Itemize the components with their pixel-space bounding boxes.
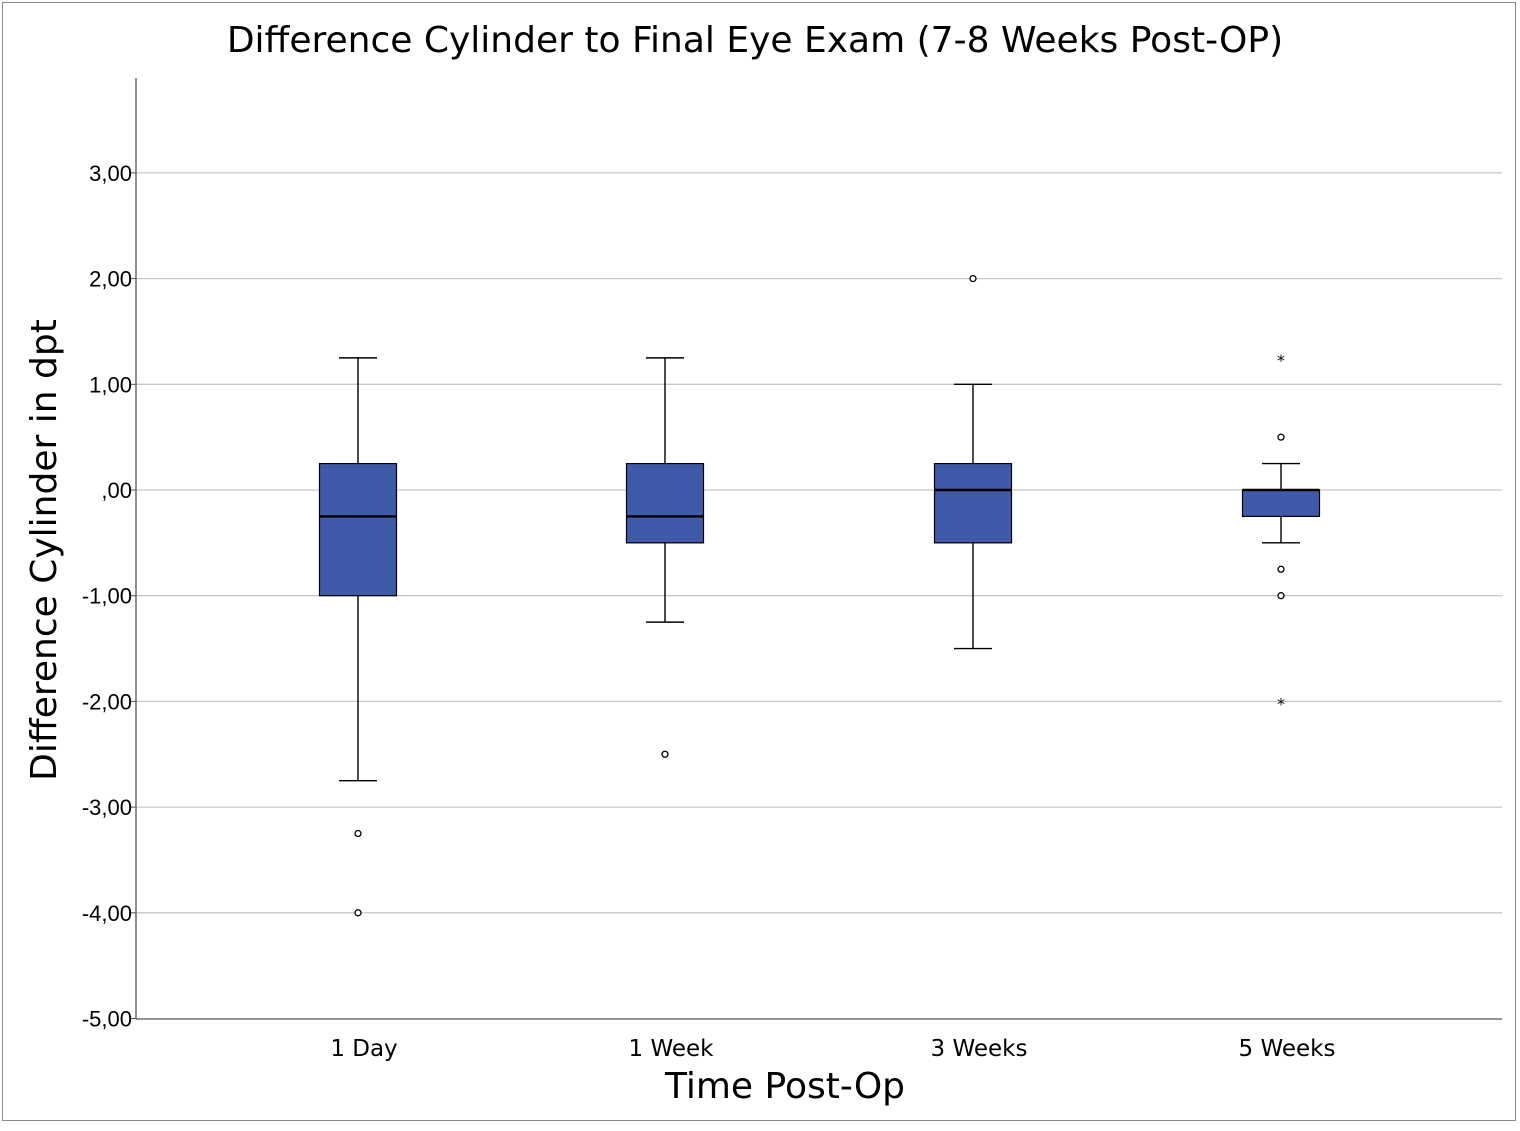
axes (130, 78, 1502, 1020)
outlier-point (661, 750, 669, 758)
outlier-point (354, 829, 362, 838)
y-tick-label: -2,00 (82, 689, 132, 714)
box-group: ** (1241, 351, 1321, 713)
x-category-labels: 1 Day 1 Week 3 Weeks 5 Weeks (330, 1036, 1335, 1062)
x-category-label: 3 Weeks (931, 1036, 1028, 1062)
y-tick-labels: 3,00 2,00 1,00 ,00 -1,00 -2,00 -3,00 -4,00 -5,00 (82, 161, 132, 1032)
y-tick-label: -1,00 (82, 584, 132, 609)
y-tick-label: -3,00 (82, 795, 132, 820)
y-axis-label: Difference Cylinder in dpt (24, 319, 65, 781)
x-category-label: 1 Week (629, 1036, 715, 1062)
outlier-point (1277, 433, 1285, 441)
outlier-point (1277, 565, 1285, 573)
y-tick-label: 2,00 (89, 267, 132, 292)
x-category-label: 5 Weeks (1239, 1036, 1336, 1062)
box-iqr (318, 462, 398, 597)
y-tick-label: 3,00 (89, 161, 132, 186)
extreme-point: * (1277, 351, 1285, 370)
outlier-point (969, 274, 977, 283)
box-group (318, 357, 398, 917)
chart-title: Difference Cylinder to Final Eye Exam (7… (227, 20, 1283, 61)
boxes: ** (318, 274, 1321, 917)
outlier-point (354, 909, 362, 917)
y-tick-label: -4,00 (82, 901, 132, 926)
extreme-point: * (1277, 694, 1285, 713)
outlier-point (1277, 592, 1285, 600)
y-tick-label: ,00 (101, 478, 132, 503)
x-category-label: 1 Day (330, 1036, 397, 1062)
box-iqr (625, 462, 705, 544)
x-axis-label: Time Post-Op (664, 1066, 905, 1107)
box-iqr (933, 462, 1013, 544)
box-iqr (1241, 489, 1321, 518)
box-group (933, 274, 1013, 650)
y-tick-label: -5,00 (82, 1007, 132, 1032)
y-tick-label: 1,00 (89, 372, 132, 397)
box-group (625, 357, 705, 758)
